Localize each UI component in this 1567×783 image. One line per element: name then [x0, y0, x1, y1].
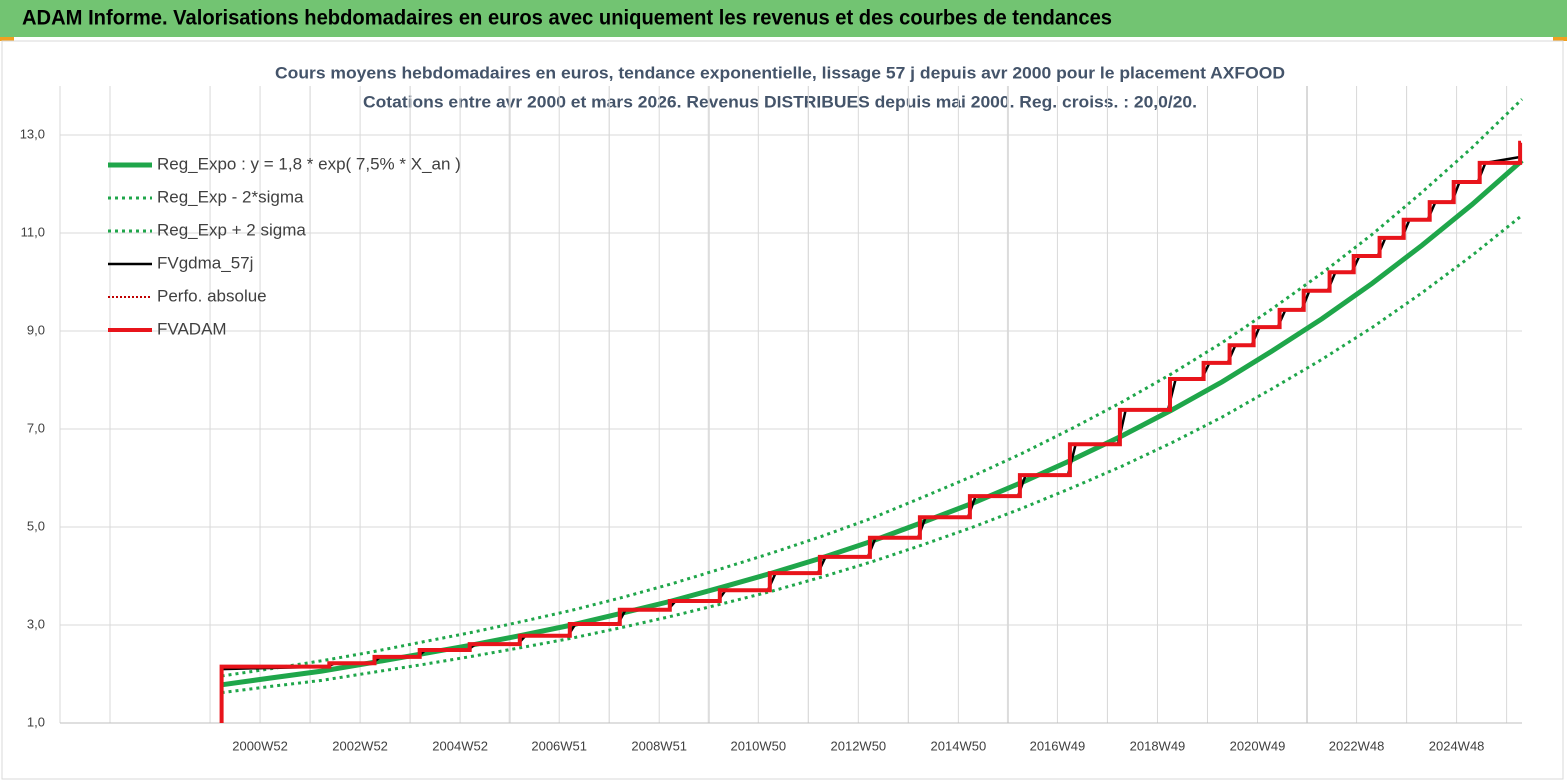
- x-tick-label: 2004W52: [432, 738, 488, 753]
- x-tick-label: 2000W52: [232, 738, 288, 753]
- header-bar: [0, 0, 1567, 37]
- x-tick-label: 2022W48: [1329, 738, 1385, 753]
- x-tick-label: 2008W51: [631, 738, 687, 753]
- legend-label: Reg_Exp - 2*sigma: [157, 187, 304, 206]
- series-line: [219, 140, 1523, 723]
- y-tick-label: 5,0: [27, 518, 45, 533]
- x-tick-label: 2016W49: [1030, 738, 1086, 753]
- x-tick-label: 2018W49: [1130, 738, 1186, 753]
- x-tick-label: 2024W48: [1429, 738, 1485, 753]
- chart-frame: [1, 40, 1564, 780]
- chart-title: Cours moyens hebdomadaires en euros, ten…: [275, 63, 1285, 82]
- legend-label: FVgdma_57j: [157, 253, 253, 272]
- corner-accent: [0, 37, 14, 41]
- legend-label: FVADAM: [157, 319, 227, 338]
- header-title: ADAM Informe. Valorisations hebdomadaire…: [22, 7, 1112, 30]
- y-tick-label: 11,0: [21, 224, 45, 239]
- corner-accent: [1553, 37, 1567, 41]
- y-tick-label: 3,0: [27, 616, 45, 631]
- series-line: [221, 98, 1524, 678]
- x-tick-label: 2010W50: [730, 738, 786, 753]
- legend-label: Reg_Expo : y = 1,8 * exp( 7,5% * X_an ): [157, 154, 461, 173]
- legend-label: Reg_Exp + 2 sigma: [157, 220, 306, 239]
- legend-label: Perfo. absolue: [157, 286, 267, 305]
- x-tick-label: 2020W49: [1230, 738, 1286, 753]
- y-tick-label: 7,0: [27, 420, 45, 435]
- y-tick-label: 9,0: [27, 322, 45, 337]
- chart-subtitle: Cotations entre avr 2000 et mars 2026. R…: [363, 92, 1197, 111]
- x-tick-label: 2012W50: [831, 738, 887, 753]
- series-line: [221, 214, 1523, 695]
- x-tick-label: 2002W52: [332, 738, 388, 753]
- x-tick-label: 2014W50: [931, 738, 987, 753]
- y-tick-label: 13,0: [20, 126, 45, 141]
- y-tick-label: 1,0: [27, 714, 45, 729]
- x-tick-label: 2006W51: [531, 738, 587, 753]
